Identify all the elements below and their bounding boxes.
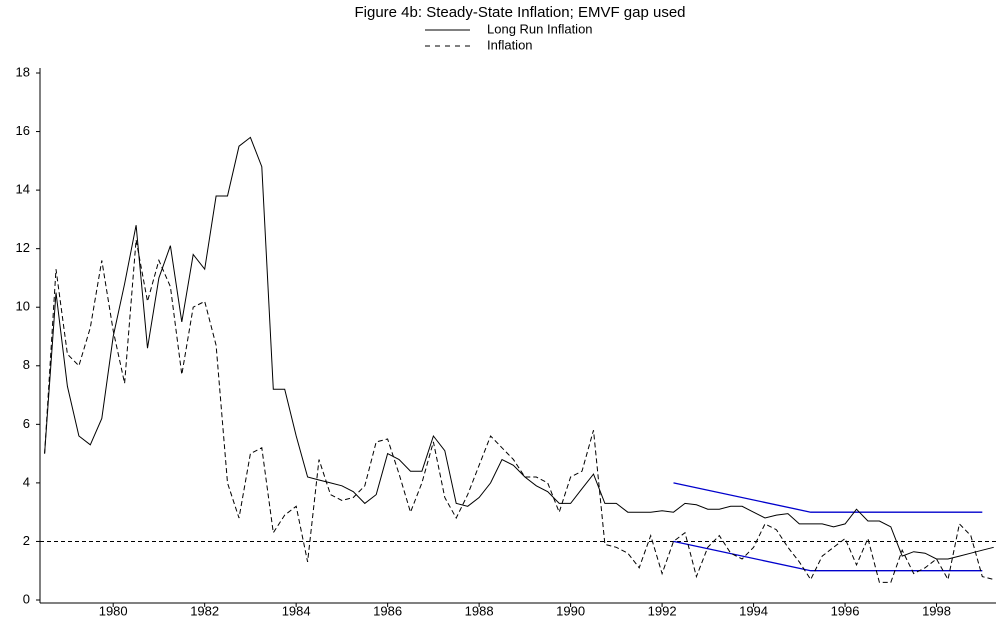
legend-label: Inflation: [487, 37, 533, 52]
x-tick-label: 1982: [190, 603, 219, 618]
y-tick-label: 4: [23, 474, 30, 489]
x-tick-label: 1996: [831, 603, 860, 618]
y-tick-label: 0: [23, 591, 30, 606]
band-line: [673, 482, 983, 513]
series-line: [44, 239, 994, 583]
y-tick-label: 2: [23, 533, 30, 548]
x-tick-label: 1998: [922, 603, 951, 618]
y-tick-label: 14: [16, 182, 30, 197]
x-tick-label: 1980: [99, 603, 128, 618]
y-tick-label: 16: [16, 123, 30, 138]
legend-label: Long Run Inflation: [487, 21, 593, 36]
x-tick-label: 1992: [648, 603, 677, 618]
y-tick-label: 6: [23, 416, 30, 431]
y-tick-label: 12: [16, 240, 30, 255]
x-tick-label: 1986: [373, 603, 402, 618]
x-tick-label: 1994: [739, 603, 768, 618]
band-line: [673, 540, 983, 572]
x-tick-label: 1990: [556, 603, 585, 618]
series-line: [44, 136, 994, 560]
chart-title: Figure 4b: Steady-State Inflation; EMVF …: [354, 4, 685, 21]
y-tick-label: 8: [23, 357, 30, 372]
y-tick-label: 10: [16, 299, 30, 314]
x-tick-label: 1988: [465, 603, 494, 618]
x-tick-label: 1984: [282, 603, 311, 618]
y-tick-label: 18: [16, 64, 30, 79]
